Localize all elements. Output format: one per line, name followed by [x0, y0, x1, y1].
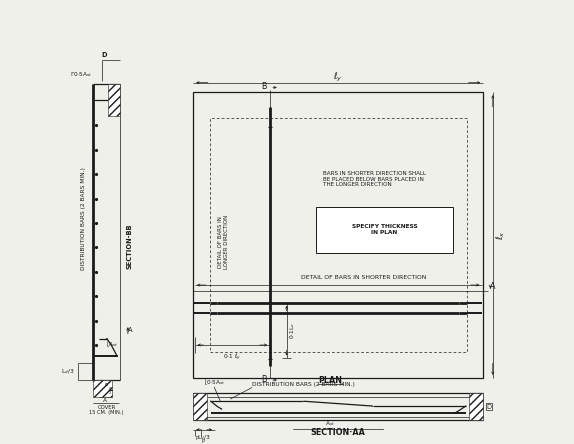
Text: A: A	[128, 327, 133, 333]
Text: SECTION-BB: SECTION-BB	[127, 224, 133, 270]
Text: D: D	[487, 404, 492, 410]
Text: $\lfloor$A$_{st}$: $\lfloor$A$_{st}$	[107, 340, 119, 349]
Text: P: P	[201, 440, 204, 444]
Text: P: P	[195, 436, 198, 441]
Text: D: D	[101, 52, 107, 58]
Bar	[93, 380, 112, 396]
Text: 0·1 $\ell_y$: 0·1 $\ell_y$	[223, 352, 242, 363]
Text: $\ell_y$: $\ell_y$	[333, 71, 343, 84]
Text: DISTRIBUTION BARS (2 BARS MIN.): DISTRIBUTION BARS (2 BARS MIN.)	[81, 167, 86, 270]
Text: DETAIL OF BARS IN
LONGER DIRECTION: DETAIL OF BARS IN LONGER DIRECTION	[218, 215, 229, 269]
Text: $\ell_x$: $\ell_x$	[494, 230, 507, 240]
Text: L$_d$/3: L$_d$/3	[61, 367, 74, 376]
Text: DETAIL OF BARS IN SHORTER DIRECTION: DETAIL OF BARS IN SHORTER DIRECTION	[301, 275, 426, 280]
Bar	[193, 92, 483, 378]
Text: DISTRIBUTION BARS (2 BARS MIN.): DISTRIBUTION BARS (2 BARS MIN.)	[252, 382, 355, 387]
Text: $\Gamma$0·5A$_{st}$: $\Gamma$0·5A$_{st}$	[69, 70, 92, 79]
Text: B: B	[261, 375, 266, 384]
Bar	[193, 393, 207, 420]
Text: SECTION·AA: SECTION·AA	[311, 428, 366, 437]
Bar	[108, 83, 120, 116]
Text: L$_d$/3: L$_d$/3	[197, 433, 211, 442]
Text: A: A	[490, 282, 496, 291]
Text: PLAN: PLAN	[318, 376, 342, 385]
Text: 15 CM. (MIN.): 15 CM. (MIN.)	[89, 410, 124, 415]
Text: SPECIFY THICKNESS
IN PLAN: SPECIFY THICKNESS IN PLAN	[352, 224, 417, 235]
Text: P: P	[105, 383, 108, 388]
Text: BARS IN SHORTER DIRECTION SHALL
BE PLACED BELOW BARS PLACED IN
THE LONGER DIRECT: BARS IN SHORTER DIRECTION SHALL BE PLACE…	[323, 171, 426, 187]
Bar	[210, 119, 467, 352]
Text: B: B	[261, 82, 266, 91]
Text: COVER: COVER	[98, 404, 116, 409]
FancyBboxPatch shape	[316, 207, 452, 253]
Text: $\frac{P}{2}$: $\frac{P}{2}$	[108, 385, 113, 397]
Text: 0·1L$_x$: 0·1L$_x$	[288, 322, 297, 339]
Text: A$_{st}$: A$_{st}$	[324, 419, 335, 428]
Text: A: A	[103, 398, 107, 404]
Text: $\lfloor$0·5A$_{st}$: $\lfloor$0·5A$_{st}$	[204, 377, 226, 387]
Bar	[470, 393, 483, 420]
